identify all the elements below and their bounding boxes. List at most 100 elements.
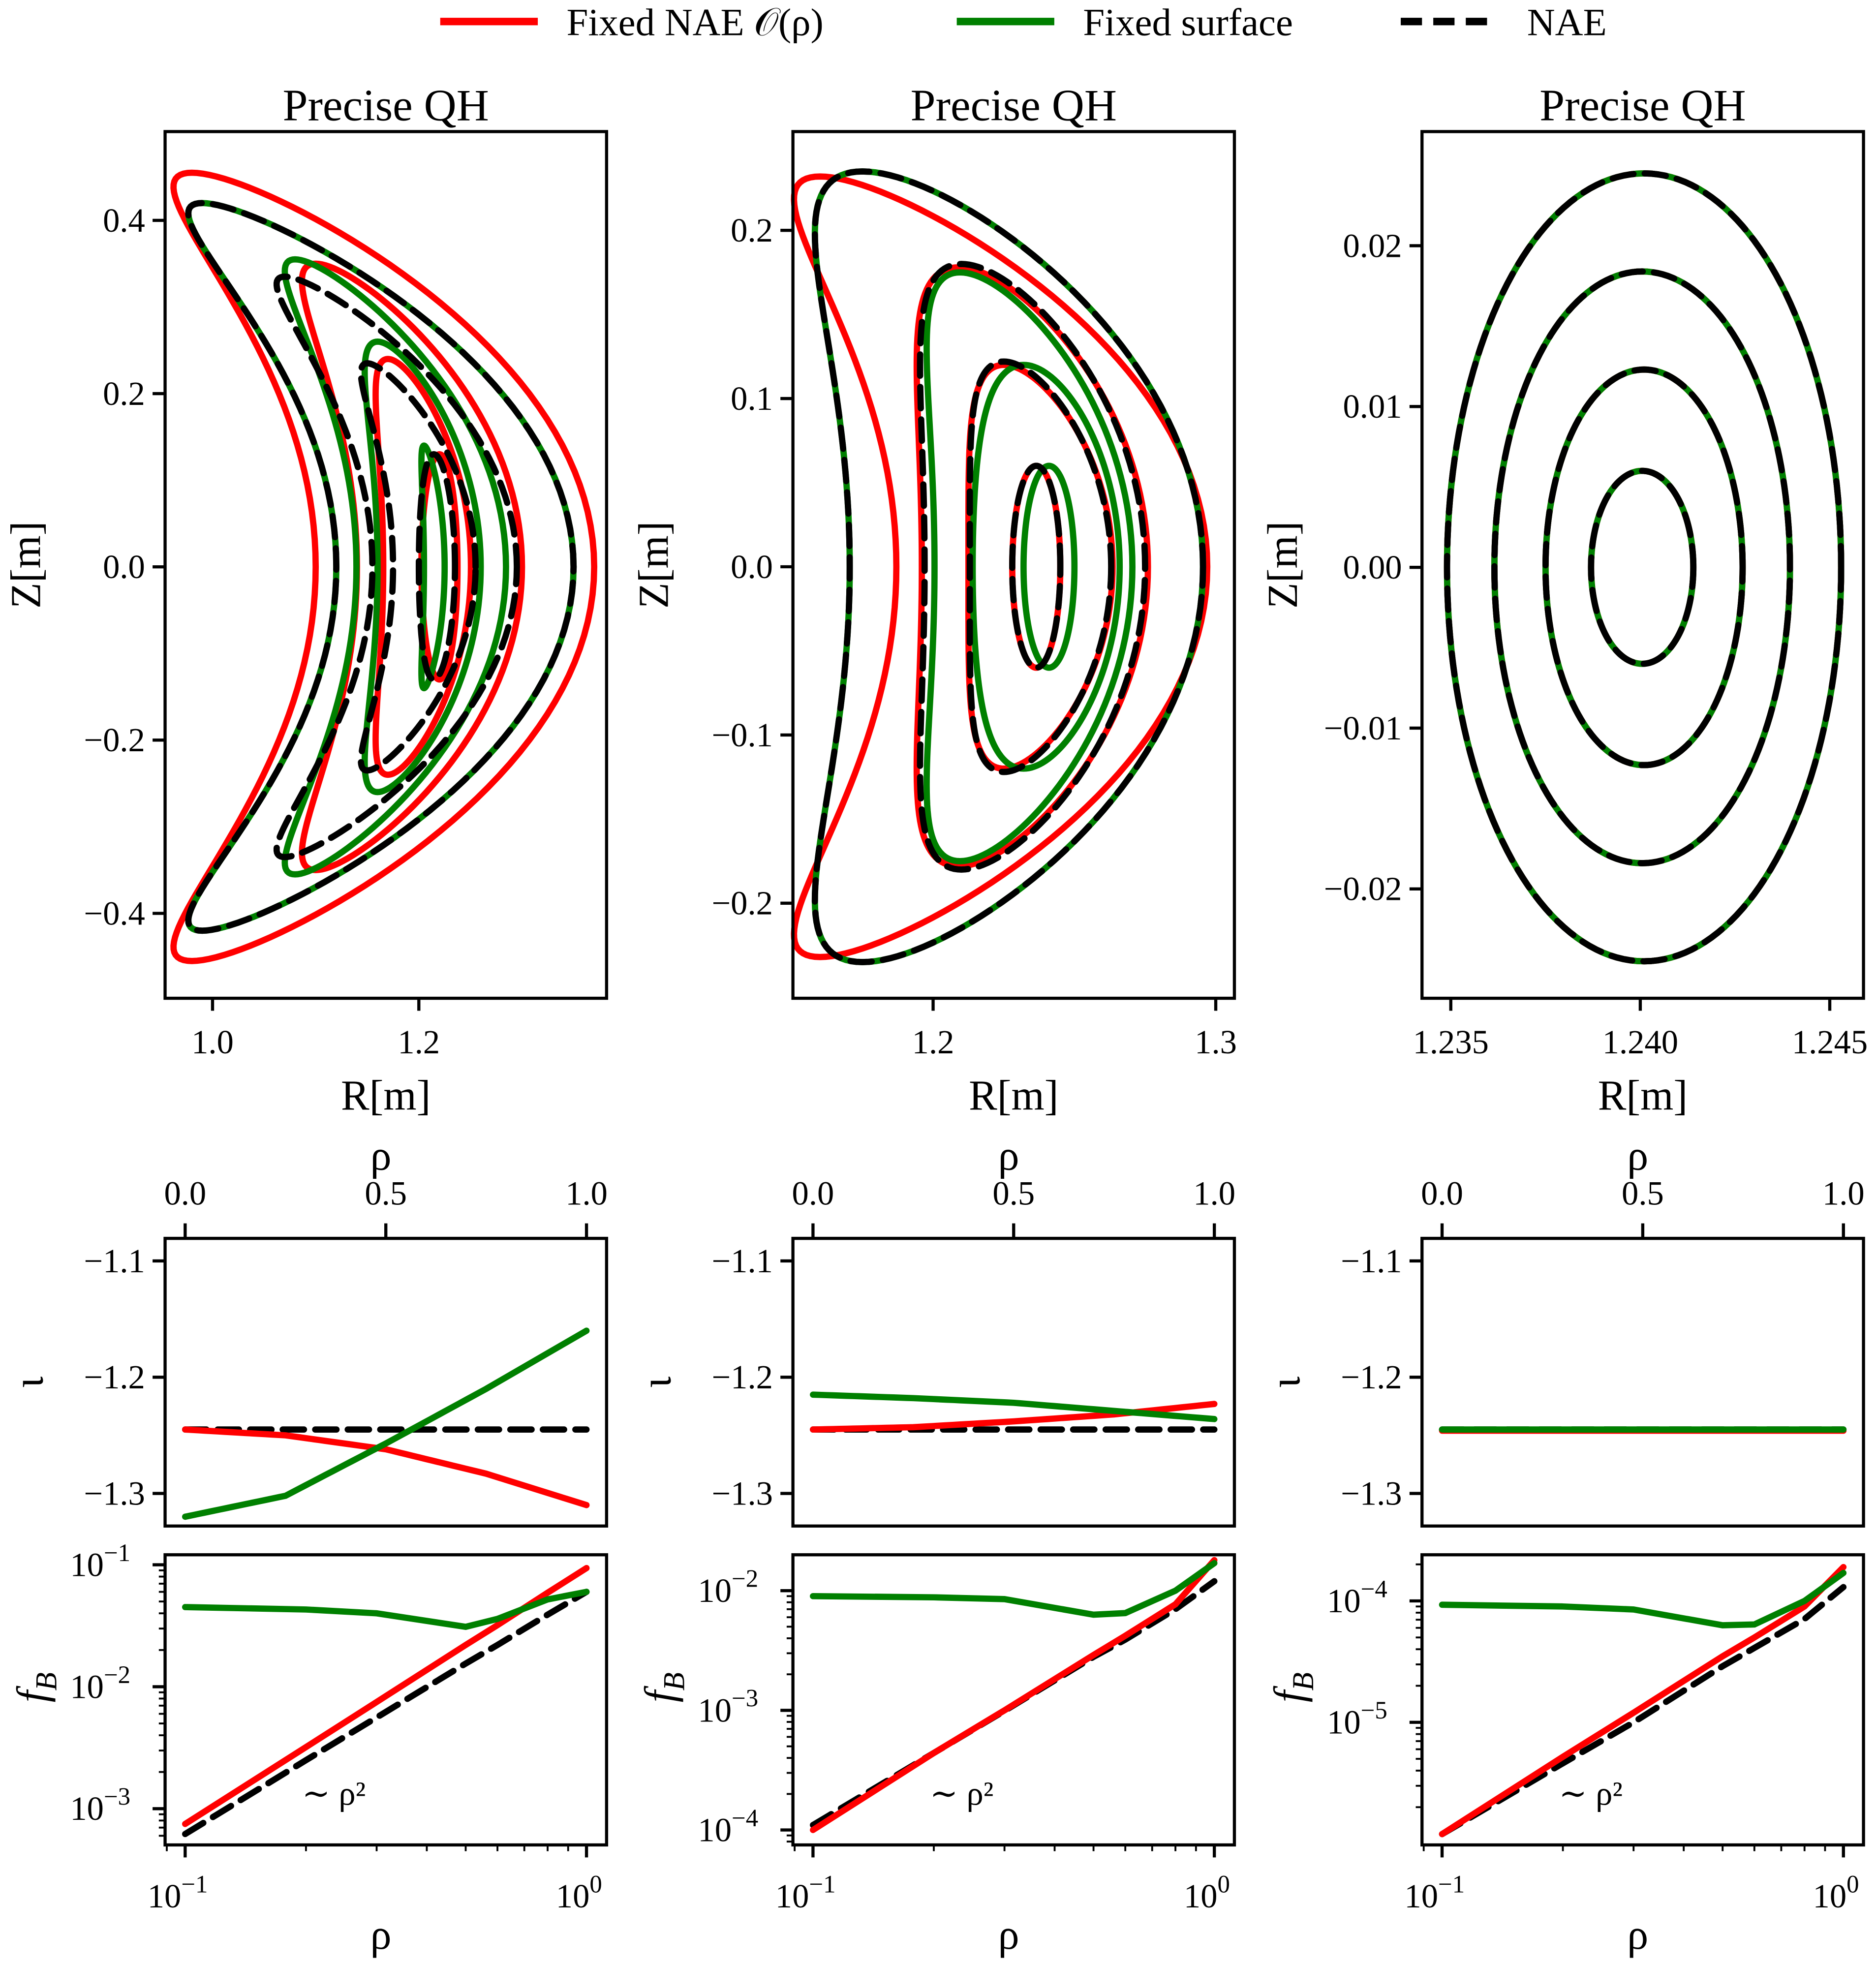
x-tick-label: 10−1 <box>775 1871 836 1915</box>
axes-frame <box>791 1553 1236 1847</box>
fb-line-fixed-nae <box>182 1565 590 1827</box>
y-tick-label: −0.4 <box>84 894 145 932</box>
fb-panel-1: 10−1 100 10−1 10−2 10−3 ∼ ρ² ρ fB <box>8 1539 609 1958</box>
y-tick-label: −1.1 <box>711 1242 772 1280</box>
x-axis-label-top: ρ <box>370 1132 391 1179</box>
x-axis-label: ρ <box>998 1911 1019 1958</box>
contour-nae-1 <box>185 200 577 934</box>
y-tick-label: 0.00 <box>1343 549 1402 586</box>
iota-line-fixed-surface <box>810 1391 1218 1422</box>
x-tick-label: 1.235 <box>1413 1023 1489 1061</box>
x-tick-label: 10−1 <box>148 1871 208 1915</box>
y-tick-label: 0.2 <box>731 212 773 249</box>
x-tick-label: 10−1 <box>1404 1871 1465 1915</box>
x-tick-label-top: 0.5 <box>992 1174 1035 1212</box>
y-tick-label: −0.2 <box>711 885 772 922</box>
contour-nae-3 <box>966 358 1114 775</box>
x-tick-label: 1.2 <box>398 1023 440 1061</box>
y-axis-label: fB <box>1265 1672 1320 1702</box>
contour-nae-4 <box>1009 462 1064 671</box>
axes-frame <box>791 130 1236 1000</box>
x-tick-label-top: 0.0 <box>1421 1174 1463 1212</box>
contour-nae-3 <box>358 360 479 774</box>
x-tick-label-top: 0.5 <box>1622 1174 1664 1212</box>
x-tick-label-top: 0.5 <box>365 1174 407 1212</box>
y-tick-label: −0.1 <box>711 716 772 754</box>
y-axis-label: Z[m] <box>630 521 677 609</box>
x-tick-label-top: 1.0 <box>1822 1174 1865 1212</box>
rho-squared-annotation: ∼ ρ² <box>1559 1775 1622 1812</box>
contour-fixed-surface-3 <box>969 362 1123 772</box>
contours <box>170 169 598 964</box>
flux-surface-panel-2: 1.2 1.3 0.2 0.1 0.0 −0.1 −0.2 Precise QH R[m] Z[m… <box>630 80 1237 1119</box>
contour-fixed-surface-2 <box>281 256 509 878</box>
y-tick-label: 0.2 <box>103 375 145 412</box>
x-tick-label: 1.240 <box>1602 1023 1678 1061</box>
y-tick-label: −1.3 <box>1341 1474 1402 1512</box>
x-axis-label: R[m] <box>341 1072 431 1119</box>
y-tick-label: 10−3 <box>70 1783 130 1828</box>
fb-line-nae <box>182 1589 590 1838</box>
contour-fixed-surface-4 <box>1020 462 1078 671</box>
plots: 1.0 1.2 0.4 0.2 0.0 −0.2 −0.4 Precise QH R[m] Z[m… <box>2 80 1868 1958</box>
y-axis-label: ι <box>4 1377 52 1388</box>
y-axis-label: ι <box>633 1377 680 1388</box>
axes-frame <box>163 1236 609 1528</box>
legend: Fixed NAE 𝒪(ρ) Fixed surface NAE <box>440 1 1607 44</box>
fb-line-fixed-nae <box>1439 1564 1847 1838</box>
panel-title: Precise QH <box>283 80 489 130</box>
y-axis-label: Z[m] <box>1259 521 1306 609</box>
contour-nae-4 <box>1588 467 1697 667</box>
y-tick-label: 10−5 <box>1327 1696 1387 1741</box>
legend-item: Fixed NAE 𝒪(ρ) <box>440 1 824 44</box>
y-tick-label: 0.4 <box>103 202 145 239</box>
y-tick-label: 0.0 <box>731 548 773 585</box>
legend-label: Fixed NAE 𝒪(ρ) <box>567 1 824 44</box>
contours <box>1444 170 1845 965</box>
rho-squared-annotation: ∼ ρ² <box>930 1775 993 1812</box>
fb-line-fixed-surface <box>810 1560 1218 1618</box>
contour-fixed-surface-2 <box>923 269 1136 864</box>
contour-nae-2 <box>1491 268 1793 866</box>
x-tick-label-top: 1.0 <box>565 1174 608 1212</box>
y-axis-label: ι <box>1261 1377 1309 1388</box>
flux-surface-panel-1: 1.0 1.2 0.4 0.2 0.0 −0.2 −0.4 Precise QH R[m] Z[m… <box>2 80 609 1119</box>
iota-line-fixed-surface <box>182 1327 590 1520</box>
contour-nae-2 <box>917 261 1148 873</box>
rho-squared-annotation: ∼ ρ² <box>302 1775 366 1812</box>
contour-fixed-nae-1 <box>170 169 598 964</box>
y-tick-label: 0.01 <box>1343 388 1402 425</box>
y-tick-label: −1.3 <box>84 1474 145 1512</box>
axes-frame <box>791 1236 1236 1528</box>
x-axis-label-top: ρ <box>998 1132 1019 1179</box>
contour-nae-1 <box>811 168 1206 965</box>
axes-frame <box>1420 1236 1865 1528</box>
fb-panel-3: 10−1 100 10−4 10−5 ∼ ρ² ρ fB <box>1265 1553 1865 1958</box>
contour-fixed-nae-3 <box>372 356 474 778</box>
iota-line-fixed-nae <box>182 1426 590 1508</box>
panel-title: Precise QH <box>1539 80 1746 130</box>
contour-fixed-surface-3 <box>361 338 484 796</box>
y-axis-label: fB <box>8 1672 63 1702</box>
axes-frame <box>163 1553 609 1847</box>
axes-frame <box>1420 130 1865 1000</box>
y-tick-label: 10−3 <box>698 1685 758 1729</box>
panel-title: Precise QH <box>911 80 1117 130</box>
fb-line-fixed-surface <box>182 1589 590 1630</box>
y-tick-label: 10−2 <box>70 1661 130 1706</box>
y-tick-label: 10−4 <box>698 1804 758 1849</box>
x-tick-label-top: 0.0 <box>164 1174 206 1212</box>
contour-nae-3 <box>1542 366 1746 768</box>
contours <box>791 168 1211 965</box>
y-tick-label: 0.02 <box>1343 227 1402 264</box>
legend-label: Fixed surface <box>1083 1 1293 44</box>
axes-frame <box>163 130 609 1000</box>
legend-label: NAE <box>1527 1 1607 44</box>
fb-line-fixed-nae <box>810 1557 1218 1833</box>
y-tick-label: −0.01 <box>1324 709 1402 747</box>
flux-surface-panel-3: 1.235 1.240 1.245 0.02 0.01 0.00 −0.01 −0.02 Pre… <box>1259 80 1868 1119</box>
x-tick-label: 1.245 <box>1792 1023 1868 1061</box>
x-axis-label: ρ <box>370 1911 391 1958</box>
y-tick-label: −1.2 <box>711 1358 772 1396</box>
